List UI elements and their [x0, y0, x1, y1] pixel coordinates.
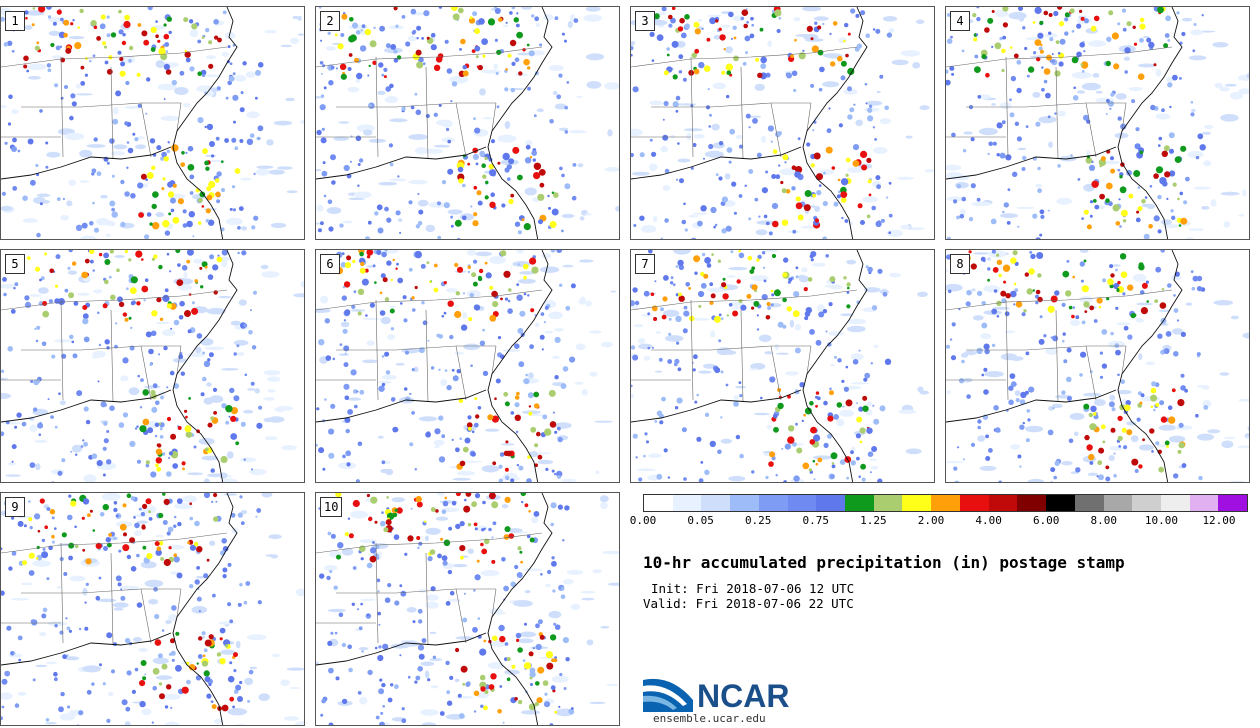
colorbar-tick: 0.05	[687, 514, 714, 527]
ncar-logo	[643, 678, 693, 712]
colorbar-segment	[988, 495, 1018, 511]
precip-map	[1, 493, 304, 725]
colorbar-tick: 2.00	[917, 514, 945, 527]
map-panel-7: 7	[630, 249, 935, 483]
colorbar-segment	[730, 495, 759, 511]
panel-label: 7	[635, 254, 655, 274]
colorbar-segment	[1132, 495, 1161, 511]
precip-map	[316, 7, 619, 239]
panel-label: 6	[320, 254, 340, 274]
map-panel-9: 9	[0, 492, 305, 726]
map-panel-1: 1	[0, 6, 305, 240]
map-panel-10: 10	[315, 492, 620, 726]
colorbar-tick: 10.00	[1144, 514, 1178, 527]
map-panel-6: 6	[315, 249, 620, 483]
map-panel-5: 5	[0, 249, 305, 483]
colorbar-segment	[1218, 495, 1248, 511]
valid-time: Valid: Fri 2018-07-06 22 UTC	[643, 596, 854, 611]
precip-map	[946, 7, 1249, 239]
map-panel-3: 3	[630, 6, 935, 240]
precip-colorbar	[643, 494, 1248, 512]
panel-label: 9	[5, 497, 25, 517]
colorbar-segment	[931, 495, 960, 511]
colorbar-segment	[672, 495, 702, 511]
colorbar-segment	[644, 495, 673, 511]
map-panel-2: 2	[315, 6, 620, 240]
panel-label: 4	[950, 11, 970, 31]
colorbar-segment	[816, 495, 846, 511]
panel-label: 2	[320, 11, 340, 31]
panel-label: 5	[5, 254, 25, 274]
colorbar-segment	[1189, 495, 1219, 511]
init-time: Init: Fri 2018-07-06 12 UTC	[651, 581, 855, 596]
colorbar-segment	[1074, 495, 1104, 511]
colorbar-segment	[787, 495, 817, 511]
precip-map	[1, 250, 304, 482]
panel-label: 3	[635, 11, 655, 31]
colorbar-segment	[758, 495, 788, 511]
precip-map	[631, 250, 929, 482]
map-panel-8: 8	[945, 249, 1250, 483]
colorbar-tick: 0.75	[802, 514, 830, 527]
logo-wordmark: NCAR	[697, 678, 790, 714]
panel-label: 10	[320, 497, 343, 517]
colorbar-tick: 0.00	[629, 514, 657, 527]
colorbar-segment	[1046, 495, 1075, 511]
precip-map	[946, 250, 1249, 482]
colorbar-segment	[1017, 495, 1047, 511]
colorbar-tick: 0.25	[744, 514, 772, 527]
colorbar-tick: 1.25	[860, 514, 887, 527]
colorbar-tick: 4.00	[975, 514, 1002, 527]
colorbar-tick: 12.00	[1202, 514, 1236, 527]
precip-map	[316, 493, 619, 725]
colorbar-segment	[701, 495, 731, 511]
precip-map	[631, 7, 934, 239]
colorbar-segment	[902, 495, 932, 511]
chart-title: 10-hr accumulated precipitation (in) pos…	[643, 553, 1125, 572]
precip-map	[316, 250, 617, 482]
colorbar-segment	[1103, 495, 1133, 511]
logo-url: ensemble.ucar.edu	[653, 712, 766, 725]
colorbar-segment	[873, 495, 903, 511]
colorbar-segment	[959, 495, 989, 511]
colorbar-tick: 6.00	[1032, 514, 1060, 527]
colorbar-tick: 8.00	[1090, 514, 1118, 527]
map-panel-4: 4	[945, 6, 1250, 240]
precip-map	[1, 7, 304, 239]
panel-label: 1	[5, 11, 25, 31]
colorbar-segment	[845, 495, 874, 511]
panel-label: 8	[950, 254, 970, 274]
colorbar-segment	[1160, 495, 1190, 511]
